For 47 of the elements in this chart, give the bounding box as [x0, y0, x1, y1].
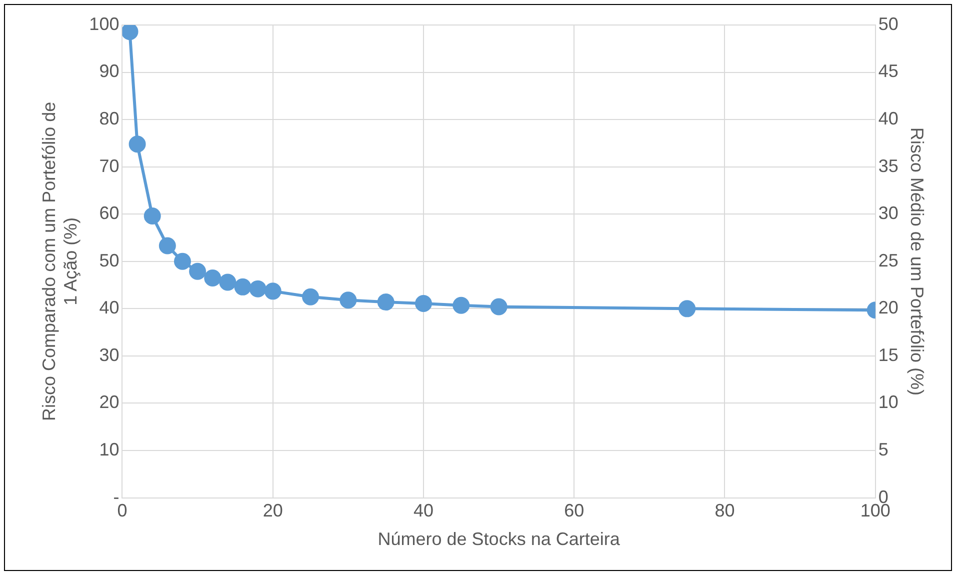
point	[219, 274, 236, 291]
point	[340, 292, 357, 309]
point	[452, 296, 470, 314]
point	[128, 136, 146, 153]
x-tick-label: 80	[714, 500, 735, 521]
point	[678, 300, 696, 318]
y-tick-label: 50	[99, 250, 120, 270]
point	[414, 294, 432, 312]
y-tick-label: -	[113, 486, 120, 507]
point	[144, 208, 161, 225]
x-tick-label: 20	[262, 500, 283, 521]
y2-tick-label: 10	[878, 392, 898, 412]
y-tick-label: 30	[99, 344, 120, 365]
x-tick-label: 0	[117, 500, 128, 521]
point	[204, 269, 222, 286]
y2-tick-label: 50	[878, 14, 898, 34]
point	[377, 294, 394, 311]
x-tick-label: 60	[564, 500, 584, 521]
point	[302, 288, 320, 306]
y-tick-label: 20	[99, 392, 120, 412]
point	[122, 25, 138, 40]
point	[189, 262, 206, 280]
point	[234, 278, 252, 296]
point	[490, 298, 508, 316]
y2-tick-label: 20	[878, 298, 898, 318]
point	[249, 280, 266, 298]
y2-tick-label: 25	[878, 250, 898, 270]
y2-tick-label: 40	[878, 108, 898, 129]
y-axis-title: Risco Comparado com um Portefólio de 1 Ação (%)	[38, 102, 80, 421]
y2-tick-label: 15	[878, 344, 898, 365]
y-tick-label: 100	[89, 14, 120, 34]
y2-axis-title: Risco Médio de um Portefólio (%)	[907, 127, 928, 396]
y2-tick-label: 5	[878, 439, 888, 460]
y-tick-label: 90	[99, 61, 120, 82]
y2-tick-label: 35	[878, 156, 898, 176]
y-tick-label: 80	[99, 108, 120, 129]
y2-tick-label: 30	[878, 203, 898, 224]
x-axis-title: Número de Stocks na Carteira	[378, 529, 621, 550]
point	[264, 282, 282, 300]
y-tick-label: 70	[99, 156, 120, 176]
point	[158, 237, 176, 254]
point	[174, 252, 191, 270]
y-tick-label: 10	[99, 439, 120, 460]
y-tick-label: 60	[99, 203, 120, 224]
x-tick-label: 40	[413, 500, 434, 521]
y-tick-label: 40	[99, 298, 120, 318]
y2-tick-label: 45	[878, 61, 898, 82]
